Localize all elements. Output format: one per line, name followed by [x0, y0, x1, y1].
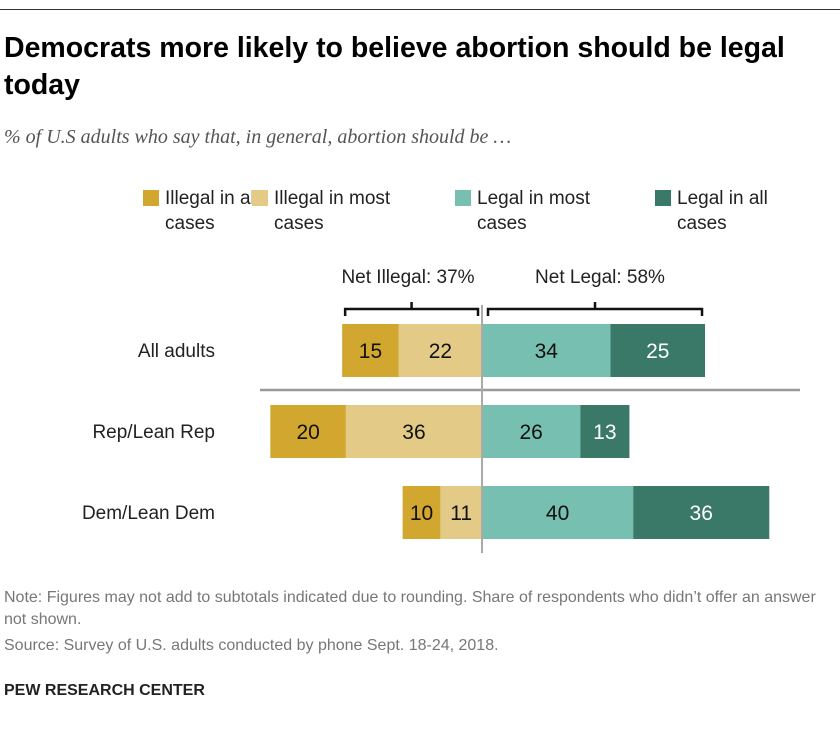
bar-segment [270, 405, 346, 458]
bar-segment [482, 405, 581, 458]
net-illegal-bracket [343, 302, 480, 316]
data-label: 40 [546, 502, 569, 525]
legend-item: Illegal in all cases [143, 186, 290, 236]
legend-swatch [143, 190, 159, 206]
legend-swatch [455, 190, 471, 206]
data-label: 10 [410, 502, 433, 525]
net-legal-bracket [486, 302, 704, 316]
legend-label: Illegal in all cases [165, 188, 259, 234]
data-label: 20 [296, 421, 319, 444]
legend-label: Legal in most cases [477, 188, 591, 234]
category-label: All adults [138, 341, 215, 362]
source: Source: Survey of U.S. adults conducted … [4, 637, 499, 654]
bar-segment [610, 324, 706, 377]
data-label: 13 [593, 421, 616, 444]
chart-title: Democrats more likely to believe abortio… [4, 32, 785, 101]
net-legal-label: Net Legal: 58% [535, 267, 665, 288]
bar-segment [440, 486, 482, 539]
net-illegal-label: Net Illegal: 37% [341, 267, 474, 288]
category-label: Rep/Lean Rep [92, 422, 215, 443]
note: Note: Figures may not add to subtotals i… [4, 589, 816, 628]
legend-swatch [655, 190, 671, 206]
data-label: 22 [429, 340, 452, 363]
chart-subtitle: % of U.S adults who say that, in general… [4, 126, 512, 148]
bar-segment [633, 486, 770, 539]
data-label: 26 [519, 421, 542, 444]
data-label: 15 [359, 340, 382, 363]
bar-segment [482, 324, 611, 377]
legend-item: Illegal in most cases [252, 186, 399, 236]
data-label: 25 [646, 340, 669, 363]
data-label: 34 [535, 340, 559, 363]
bar-segment [580, 405, 630, 458]
legend-item: Legal in all cases [655, 186, 802, 236]
bar-segment [342, 324, 399, 377]
legend-label: Legal in all cases [677, 188, 768, 234]
top-rule [0, 9, 840, 10]
bar-segment [345, 405, 482, 458]
legend-item: Legal in most cases [455, 186, 602, 236]
brand-logo-text: PEW RESEARCH CENTER [4, 682, 205, 699]
legend-swatch [252, 190, 268, 206]
bar-segment [482, 486, 634, 539]
data-label: 36 [690, 502, 713, 525]
legend-label: Illegal in most cases [274, 188, 391, 234]
bar-segment [402, 486, 441, 539]
category-label: Dem/Lean Dem [82, 503, 215, 524]
bar-segment [398, 324, 482, 377]
data-label: 11 [450, 502, 472, 525]
data-label: 36 [402, 421, 425, 444]
